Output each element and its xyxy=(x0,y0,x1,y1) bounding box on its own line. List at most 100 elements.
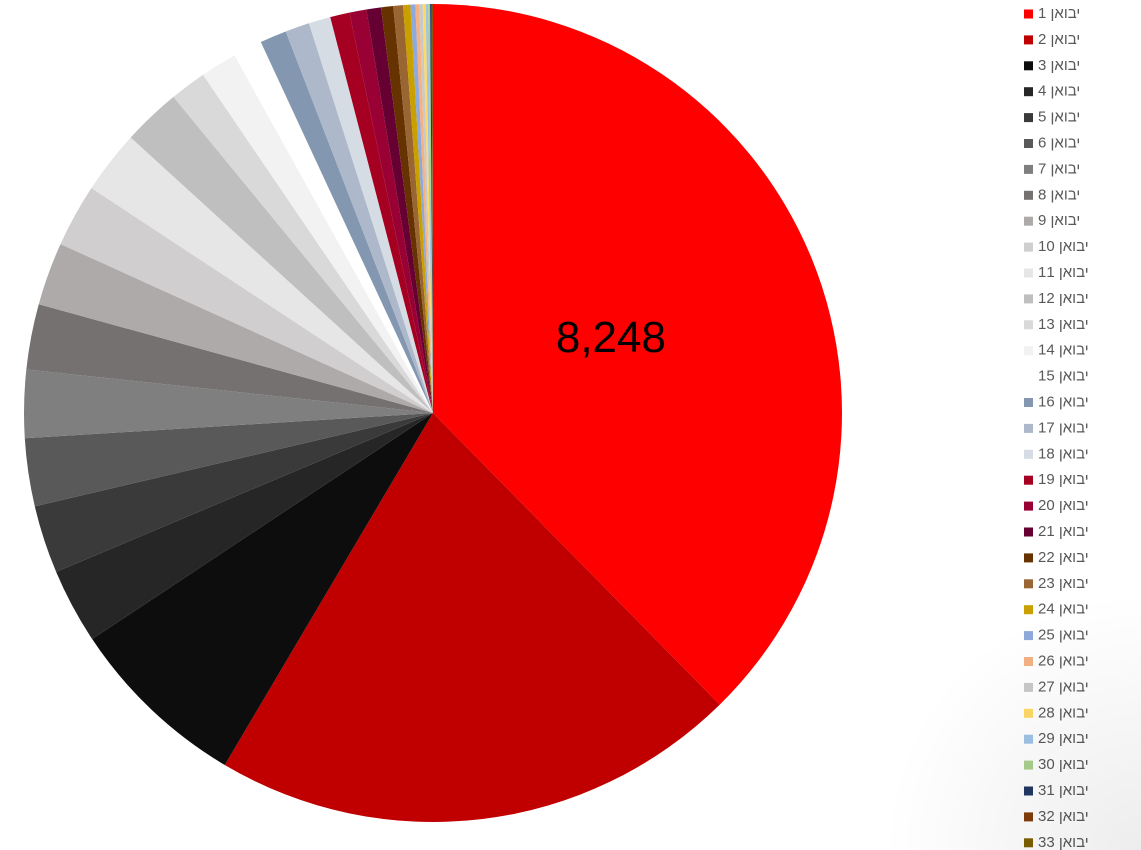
legend-label-10: יבואן 10 xyxy=(1038,238,1089,255)
pie-slice-24 xyxy=(403,4,433,413)
pie-slice-21 xyxy=(366,7,433,413)
pie-slice-11 xyxy=(91,137,433,413)
pie-slice-31 xyxy=(430,4,433,413)
pie-slice-4 xyxy=(56,413,433,640)
legend-label-25: יבואן 25 xyxy=(1038,627,1089,644)
legend-swatch-26 xyxy=(1024,657,1033,666)
legend-swatch-15 xyxy=(1024,372,1033,382)
pie-slice-13 xyxy=(173,74,433,413)
legend-label-30: יבואן 30 xyxy=(1038,756,1089,773)
legend-label-6: יבואן 6 xyxy=(1038,134,1080,151)
legend-label-27: יבואן 27 xyxy=(1038,678,1089,695)
legend-swatch-32 xyxy=(1024,812,1033,822)
legend-label-32: יבואן 32 xyxy=(1038,808,1089,825)
legend-swatch-5 xyxy=(1024,113,1033,123)
legend-swatch-16 xyxy=(1024,398,1033,407)
legend-swatch-14 xyxy=(1024,346,1033,356)
pie-slice-8 xyxy=(26,304,434,413)
legend-label-13: יבואן 13 xyxy=(1038,316,1089,333)
pie-slices xyxy=(24,3,842,822)
pie-slice-12 xyxy=(130,96,433,414)
legend-label-1: יבואן 1 xyxy=(1038,5,1080,22)
legend-swatch-22 xyxy=(1024,553,1033,563)
legend-label-12: יבואן 12 xyxy=(1038,290,1089,307)
legend-swatch-11 xyxy=(1024,268,1033,278)
legend-label-14: יבואן 14 xyxy=(1038,342,1089,359)
legend-swatch-30 xyxy=(1024,760,1033,770)
legend-label-22: יבואן 22 xyxy=(1038,549,1089,566)
pie-slice-19 xyxy=(330,12,433,413)
legend-label-21: יבואן 21 xyxy=(1038,523,1089,540)
pie-slice-6 xyxy=(24,413,434,507)
legend-swatch-8 xyxy=(1024,190,1033,200)
pie-slice-2 xyxy=(224,413,720,822)
pie-slice-30 xyxy=(428,4,433,413)
legend-swatch-25 xyxy=(1024,631,1033,641)
legend-swatch-10 xyxy=(1024,242,1033,252)
legend-label-19: יבואן 19 xyxy=(1038,471,1089,488)
pie-slice-9 xyxy=(38,244,434,413)
legend-label-3: יבואן 3 xyxy=(1038,57,1080,74)
pie-slice-23 xyxy=(393,5,433,413)
legend-swatch-27 xyxy=(1024,682,1033,692)
legend-swatch-28 xyxy=(1024,708,1033,718)
pie-slice-18 xyxy=(308,17,433,414)
legend-swatch-13 xyxy=(1024,320,1033,330)
legend-swatch-23 xyxy=(1024,579,1033,589)
pie-slice-29 xyxy=(425,4,433,414)
pie-slice-26 xyxy=(415,4,433,413)
legend-swatch-21 xyxy=(1024,527,1033,537)
pie-slice-17 xyxy=(285,23,433,414)
legend-label-26: יבואן 26 xyxy=(1038,652,1089,669)
legend-swatch-29 xyxy=(1024,734,1033,744)
legend-label-7: יבואן 7 xyxy=(1038,160,1080,177)
legend-swatch-12 xyxy=(1024,294,1033,304)
pie-slice-32 xyxy=(431,3,433,413)
pie-slice-3 xyxy=(92,413,434,766)
legend-label-9: יבואן 9 xyxy=(1038,212,1080,229)
legend-label-5: יבואן 5 xyxy=(1038,109,1080,126)
legend-label-4: יבואן 4 xyxy=(1038,83,1080,100)
legend-swatch-9 xyxy=(1024,216,1033,226)
legend-label-18: יבואן 18 xyxy=(1038,445,1089,462)
pie-slice-14 xyxy=(203,55,433,414)
legend-label-2: יבואן 2 xyxy=(1038,31,1080,48)
pie-slice-16 xyxy=(260,31,433,413)
pie-slice-15 xyxy=(234,42,433,414)
legend-swatch-20 xyxy=(1024,501,1033,511)
legend-label-8: יבואן 8 xyxy=(1038,186,1080,203)
legend: יבואן 1 יבואן 2 יבואן 3 יבואן 4 יבואן 5 יבואן… xyxy=(1024,5,1089,850)
pie-slice-25 xyxy=(410,4,433,413)
pie-slice-22 xyxy=(380,5,433,413)
legend-swatch-3 xyxy=(1024,61,1033,71)
legend-swatch-7 xyxy=(1024,164,1033,174)
pie-slice-20 xyxy=(349,9,433,413)
pie-slice-7 xyxy=(24,369,434,439)
legend-label-17: יבואן 17 xyxy=(1038,419,1089,436)
legend-label-15: יבואן 15 xyxy=(1038,368,1089,385)
legend-swatch-17 xyxy=(1024,423,1033,433)
legend-label-20: יבואן 20 xyxy=(1038,497,1089,514)
pie-slice-1 xyxy=(433,4,842,705)
pie-slice-27 xyxy=(419,4,433,413)
legend-label-24: יבואן 24 xyxy=(1038,601,1089,618)
legend-swatch-18 xyxy=(1024,449,1033,459)
pie-slice-5 xyxy=(34,413,434,572)
pie-data-labels: 8,248 xyxy=(556,313,666,362)
pie-slice-28 xyxy=(422,4,433,413)
legend-swatch-6 xyxy=(1024,139,1033,148)
data-label-1: 8,248 xyxy=(556,313,666,362)
legend-label-33: יבואן 33 xyxy=(1038,834,1089,850)
legend-swatch-31 xyxy=(1024,786,1033,796)
legend-swatch-33 xyxy=(1024,838,1033,848)
legend-label-31: יבואן 31 xyxy=(1038,782,1089,799)
legend-swatch-19 xyxy=(1024,475,1033,485)
legend-swatch-4 xyxy=(1024,87,1033,97)
legend-label-11: יבואן 11 xyxy=(1038,264,1089,281)
legend-swatch-1 xyxy=(1024,9,1033,19)
pie-slice-10 xyxy=(60,188,434,413)
legend-label-29: יבואן 29 xyxy=(1038,730,1089,747)
legend-swatch-24 xyxy=(1024,605,1033,615)
legend-label-16: יבואן 16 xyxy=(1038,393,1089,410)
